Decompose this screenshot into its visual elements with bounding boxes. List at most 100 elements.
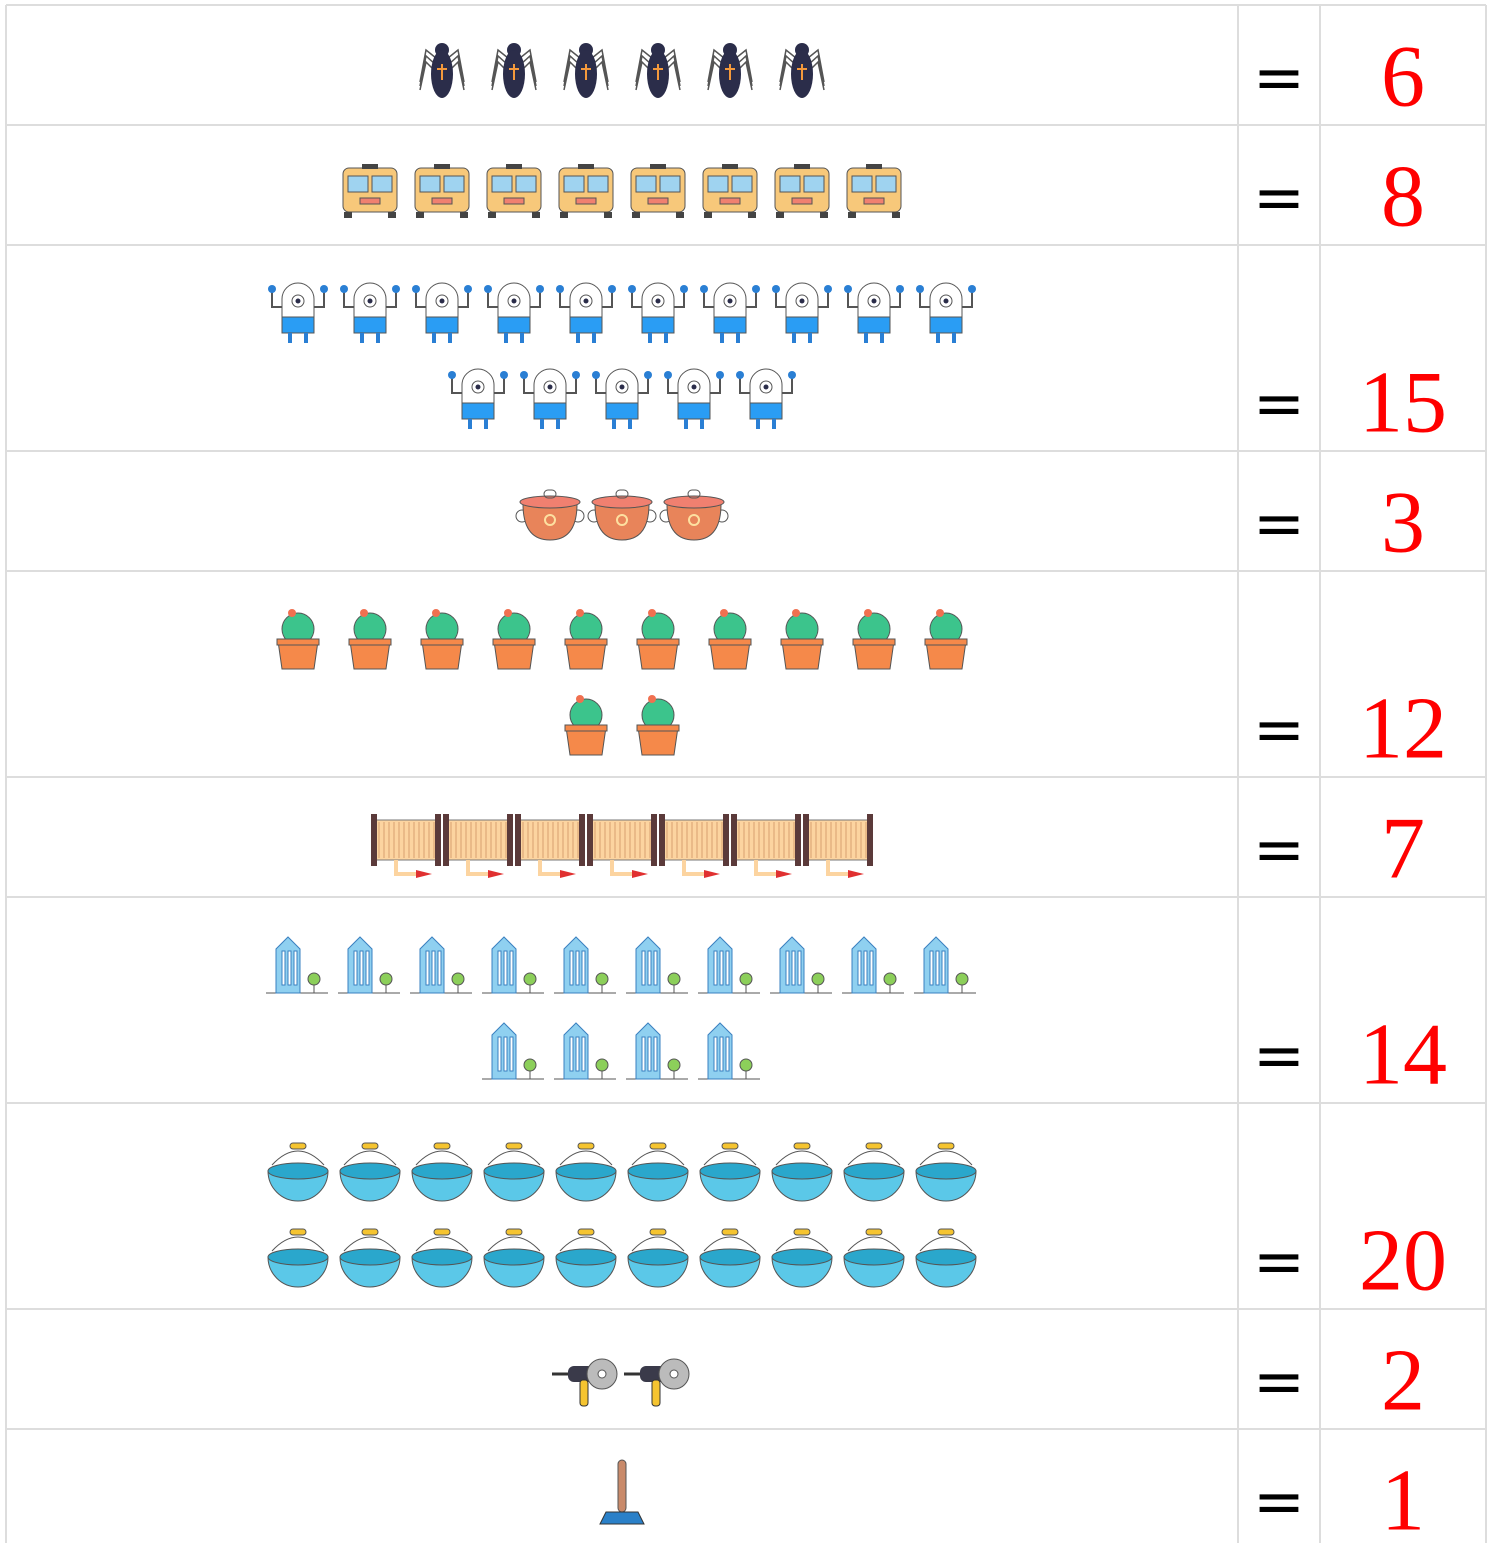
count-icon	[600, 1460, 644, 1524]
icon-part	[560, 212, 568, 218]
icon-part	[510, 1037, 513, 1071]
icon-part	[515, 814, 521, 866]
icon-part	[360, 198, 380, 204]
icon-part	[726, 951, 729, 985]
icon-part	[620, 385, 625, 390]
icon-part	[848, 870, 864, 878]
icon-part	[344, 212, 352, 218]
icon-part	[578, 333, 594, 343]
icon-part	[798, 951, 801, 985]
count-icon	[412, 1229, 472, 1287]
icon-part	[740, 1059, 752, 1071]
count-icon	[448, 369, 508, 429]
icon-part	[938, 333, 954, 343]
icon-part	[803, 814, 809, 866]
icon-part	[498, 951, 501, 985]
icon-part	[268, 1249, 328, 1265]
icon-part	[716, 371, 724, 379]
icon-part	[444, 176, 464, 192]
icon-part	[728, 299, 733, 304]
icon-part	[371, 814, 377, 866]
icon-part	[523, 504, 577, 540]
icon-part	[731, 814, 737, 866]
count-icon	[631, 164, 685, 218]
count-icon	[554, 937, 616, 993]
icon-part	[664, 371, 672, 379]
icon-part	[484, 1249, 544, 1265]
icon-part	[420, 176, 440, 192]
icon-part	[588, 176, 608, 192]
icon-part	[848, 212, 856, 218]
count-icon	[565, 609, 607, 669]
icon-part	[642, 951, 645, 985]
icon-part	[781, 639, 823, 645]
icon-part	[452, 973, 464, 985]
icon-part	[938, 1229, 954, 1235]
count-icon	[277, 609, 319, 669]
icon-part	[756, 860, 776, 874]
count-icon	[415, 164, 469, 218]
count-number: 14	[1359, 1007, 1447, 1104]
icon-part	[648, 951, 651, 985]
icon-part	[596, 1059, 608, 1071]
icon-part	[500, 371, 508, 379]
icon-part	[570, 1037, 573, 1071]
count-icon	[484, 1229, 544, 1287]
icon-part	[684, 860, 704, 874]
icon-part	[426, 951, 429, 985]
icon-part	[520, 371, 528, 379]
count-number: 7	[1381, 801, 1425, 898]
icon-part	[604, 212, 612, 218]
count-number: 1	[1381, 1453, 1425, 1543]
count-icon	[700, 283, 760, 343]
icon-part	[556, 285, 564, 293]
icon-part	[740, 973, 752, 985]
icon-part	[498, 1037, 501, 1071]
icon-part	[872, 299, 877, 304]
count-icon	[664, 369, 724, 429]
equals-sign: =	[1253, 1345, 1305, 1418]
icon-part	[652, 1380, 660, 1406]
icon-part	[362, 1229, 378, 1235]
icon-part	[412, 1249, 472, 1265]
icon-part	[858, 951, 861, 985]
icon-part	[772, 1249, 832, 1265]
count-icon	[698, 937, 760, 993]
icon-part	[362, 164, 378, 169]
icon-part	[308, 973, 320, 985]
count-icon	[772, 1229, 832, 1287]
icon-part	[443, 814, 449, 866]
count-icon	[628, 1143, 688, 1201]
icon-part	[366, 951, 369, 985]
count-icon	[703, 164, 757, 218]
icon-part	[576, 695, 584, 703]
icon-part	[708, 176, 728, 192]
icon-part	[572, 371, 580, 379]
icon-part	[700, 1163, 760, 1179]
icon-part	[488, 870, 504, 878]
count-icon	[626, 937, 688, 993]
icon-part	[648, 695, 656, 703]
count-icon	[637, 695, 679, 755]
icon-part	[340, 1163, 400, 1179]
icon-part	[648, 198, 668, 204]
icon-part	[654, 951, 657, 985]
icon-part	[524, 1059, 536, 1071]
icon-part	[714, 317, 746, 333]
icon-part	[780, 176, 800, 192]
icon-part	[570, 317, 602, 333]
icon-part	[578, 1143, 594, 1149]
icon-part	[468, 860, 488, 874]
icon-part	[579, 814, 585, 866]
icon-part	[434, 333, 450, 343]
icon-part	[866, 1229, 882, 1235]
icon-part	[870, 951, 873, 985]
icon-part	[776, 212, 784, 218]
icon-part	[700, 285, 708, 293]
count-icon	[780, 43, 824, 98]
count-icon	[559, 164, 613, 218]
icon-part	[930, 317, 962, 333]
icon-part	[592, 371, 600, 379]
count-icon	[772, 1143, 832, 1201]
icon-part	[348, 176, 368, 192]
